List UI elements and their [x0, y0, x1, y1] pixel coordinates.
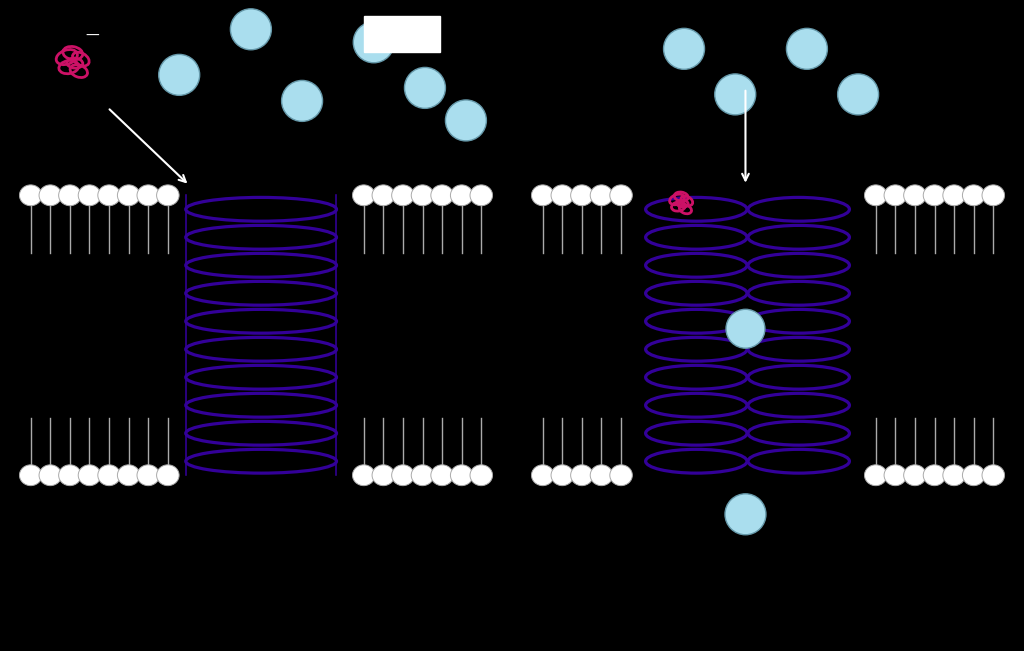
Ellipse shape — [470, 185, 493, 206]
Ellipse shape — [39, 185, 61, 206]
Circle shape — [445, 100, 486, 141]
Circle shape — [786, 29, 827, 69]
Ellipse shape — [412, 465, 434, 486]
Ellipse shape — [78, 185, 100, 206]
Ellipse shape — [570, 185, 593, 206]
Ellipse shape — [864, 185, 887, 206]
Circle shape — [404, 68, 445, 108]
Circle shape — [230, 9, 271, 49]
Ellipse shape — [943, 465, 966, 486]
Ellipse shape — [963, 185, 985, 206]
Ellipse shape — [118, 465, 140, 486]
Circle shape — [664, 29, 705, 69]
Ellipse shape — [157, 465, 179, 486]
Circle shape — [353, 22, 394, 62]
Ellipse shape — [924, 465, 946, 486]
Ellipse shape — [412, 185, 434, 206]
Ellipse shape — [98, 465, 121, 486]
Ellipse shape — [352, 185, 375, 206]
Ellipse shape — [451, 185, 473, 206]
Ellipse shape — [531, 465, 554, 486]
Ellipse shape — [884, 185, 906, 206]
Text: —: — — [85, 29, 99, 43]
Ellipse shape — [590, 185, 612, 206]
Ellipse shape — [19, 185, 42, 206]
Ellipse shape — [39, 465, 61, 486]
Ellipse shape — [963, 465, 985, 486]
Ellipse shape — [531, 185, 554, 206]
Ellipse shape — [352, 465, 375, 486]
Ellipse shape — [372, 185, 394, 206]
Circle shape — [725, 494, 766, 534]
Ellipse shape — [864, 465, 887, 486]
Ellipse shape — [451, 465, 473, 486]
Ellipse shape — [590, 465, 612, 486]
Circle shape — [726, 309, 765, 348]
Ellipse shape — [391, 465, 414, 486]
Ellipse shape — [570, 465, 593, 486]
Ellipse shape — [470, 465, 493, 486]
Ellipse shape — [137, 185, 160, 206]
Circle shape — [282, 81, 323, 121]
Ellipse shape — [78, 465, 100, 486]
Ellipse shape — [98, 185, 121, 206]
Ellipse shape — [903, 185, 926, 206]
Ellipse shape — [982, 185, 1005, 206]
Ellipse shape — [551, 185, 573, 206]
Ellipse shape — [372, 465, 394, 486]
Ellipse shape — [610, 465, 633, 486]
Circle shape — [715, 74, 756, 115]
Ellipse shape — [610, 185, 633, 206]
Ellipse shape — [982, 465, 1005, 486]
Ellipse shape — [924, 185, 946, 206]
Ellipse shape — [391, 185, 414, 206]
Ellipse shape — [431, 465, 454, 486]
Ellipse shape — [137, 465, 160, 486]
Ellipse shape — [551, 465, 573, 486]
Ellipse shape — [884, 465, 906, 486]
Ellipse shape — [943, 185, 966, 206]
Ellipse shape — [19, 465, 42, 486]
Ellipse shape — [58, 465, 81, 486]
Bar — [364, 16, 440, 52]
Ellipse shape — [903, 465, 926, 486]
Circle shape — [159, 55, 200, 95]
Ellipse shape — [58, 185, 81, 206]
Ellipse shape — [118, 185, 140, 206]
Ellipse shape — [157, 185, 179, 206]
Ellipse shape — [431, 185, 454, 206]
Circle shape — [838, 74, 879, 115]
